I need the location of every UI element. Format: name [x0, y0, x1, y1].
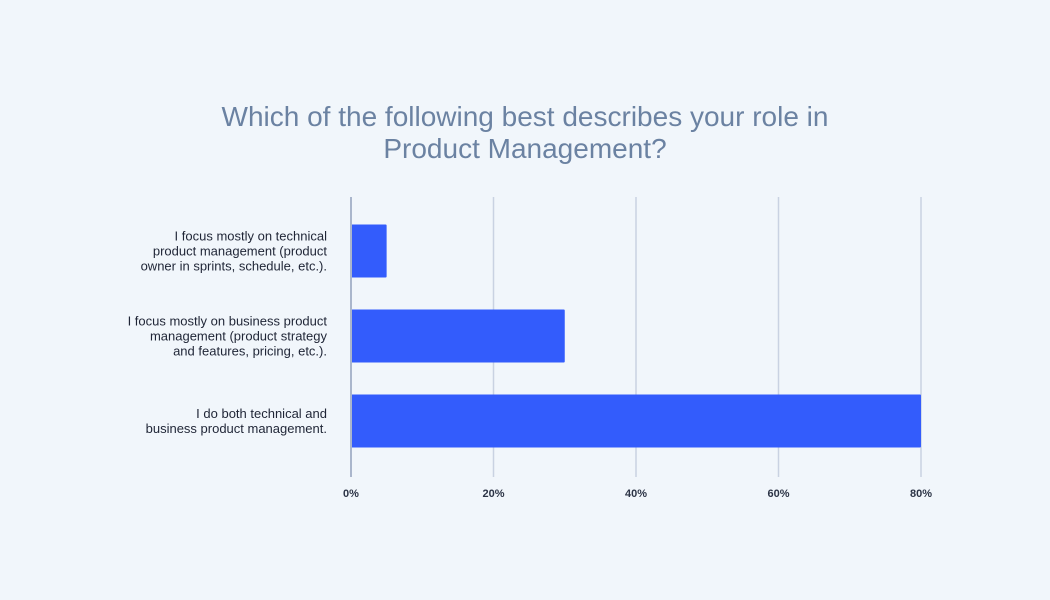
category-label-3-line-1: I do both technical and: [196, 406, 327, 421]
category-label-1-line-2: product management (product: [153, 244, 328, 259]
x-tick-label-60: 60%: [767, 488, 789, 500]
chart-title: Which of the following best describes yo…: [0, 101, 1050, 165]
category-label-3: I do both technical and business product …: [146, 406, 327, 436]
bars: [351, 224, 921, 448]
category-label-2-line-1: I focus mostly on business product: [128, 314, 328, 329]
category-label-1-line-3: owner in sprints, schedule, etc.).: [141, 259, 327, 274]
category-label-2-line-2: management (product strategy: [150, 329, 328, 344]
x-tick-labels: 0% 20% 40% 60% 80%: [343, 488, 932, 500]
bar-1: [351, 224, 387, 278]
x-tick-label-40: 40%: [625, 488, 647, 500]
x-tick-label-0: 0%: [343, 488, 359, 500]
bar-3: [351, 394, 921, 448]
category-label-1: I focus mostly on technical product manag…: [141, 229, 328, 274]
chart-title-line-2: Product Management?: [383, 132, 667, 164]
category-label-2-line-3: and features, pricing, etc.).: [173, 344, 327, 359]
x-tick-label-80: 80%: [910, 488, 932, 500]
category-label-3-line-2: business product management.: [146, 421, 327, 436]
category-labels: I focus mostly on technical product manag…: [128, 229, 328, 437]
bar-2: [351, 309, 565, 363]
category-label-2: I focus mostly on business product manage…: [128, 314, 328, 359]
category-label-1-line-1: I focus mostly on technical: [175, 229, 328, 244]
x-tick-label-20: 20%: [482, 488, 504, 500]
chart-title-line-1: Which of the following best describes yo…: [221, 100, 829, 132]
